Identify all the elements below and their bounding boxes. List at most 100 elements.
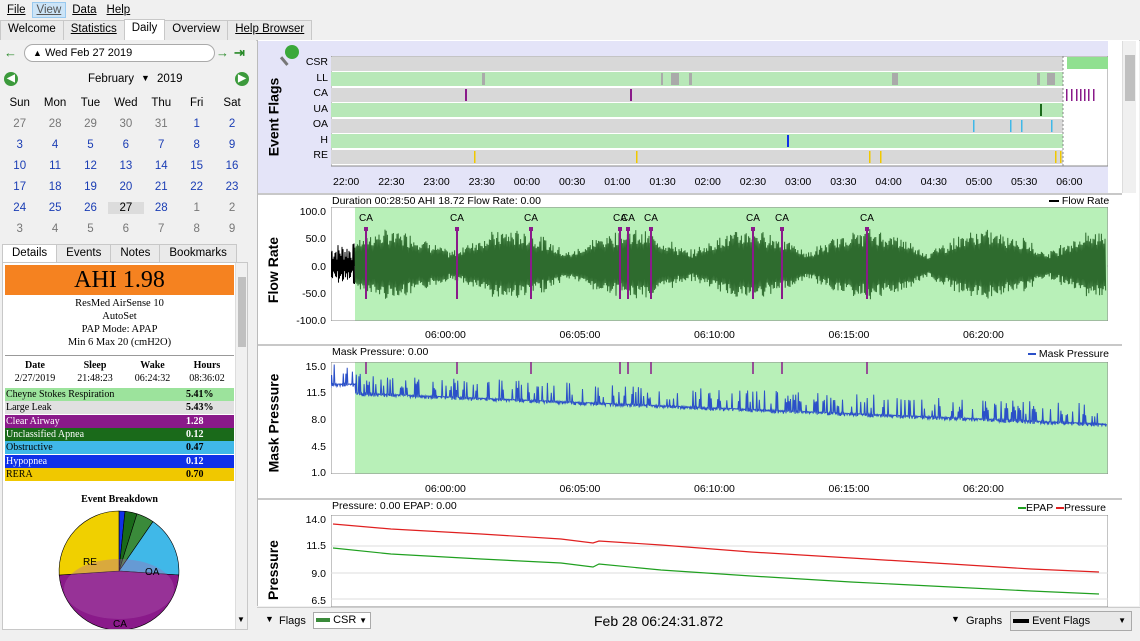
prev-day-icon[interactable]: ← [4,45,17,60]
calendar-day[interactable]: 24 [13,201,27,214]
event-breakdown-pie: RE OA CA [58,510,180,629]
calendar-day[interactable]: 1 [193,201,200,214]
calendar-day[interactable]: 25 [48,201,62,214]
calendar-day[interactable]: 27 [13,117,27,130]
event-index-row[interactable]: Cheyne Stokes Respiration 5.41% [5,388,234,401]
calendar-day[interactable]: 28 [48,117,62,130]
last-day-icon[interactable]: ⇥ [234,45,245,60]
calendar-day[interactable]: 14 [154,159,168,172]
calendar-day[interactable]: 31 [154,117,168,130]
oa-event [1010,120,1012,132]
menu-help[interactable]: Help [106,3,131,16]
event-index-row[interactable]: Hypopnea 0.12 [5,454,234,468]
pressure-chart[interactable] [331,515,1108,607]
tab-help-browser[interactable]: Help Browser [227,20,313,40]
menu-view[interactable]: View [31,1,67,18]
prev-month-icon[interactable]: ◀ [4,72,18,86]
calendar-day[interactable]: 4 [51,138,59,151]
date-picker[interactable]: ▲ Wed Feb 27 2019 [24,44,215,62]
event-index-row[interactable]: Clear Airway 1.28 [5,414,234,428]
graphs-dropdown[interactable]: Event Flags ▼ [1010,611,1132,631]
menu-file[interactable]: File [7,3,26,16]
calendar-day[interactable]: 7 [158,222,165,235]
calendar-day[interactable]: 10 [13,159,27,172]
pin-icon[interactable] [276,42,302,68]
calendar-day[interactable]: 26 [84,201,97,214]
calendar-day[interactable]: 21 [154,180,168,193]
tab-overview[interactable]: Overview [164,20,229,40]
scrollbar-thumb[interactable] [238,277,246,347]
calendar-day[interactable]: 15 [190,159,204,172]
next-month-icon[interactable]: ▶ [235,72,249,86]
calendar-day[interactable]: 8 [193,138,200,151]
calendar-day[interactable]: 18 [48,180,62,193]
calendar-day[interactable]: 30 [119,117,133,130]
calendar-day[interactable]: 20 [119,180,133,193]
flow-xtick: 06:15:00 [828,329,870,341]
row-h [331,134,1063,148]
menu-data[interactable]: Data [72,3,97,16]
ahi-banner: AHI 1.98 [5,265,234,295]
csr-dropdown[interactable]: CSR ▼ [313,612,371,629]
pressure-frame [331,515,1108,607]
next-day-icon[interactable]: → [216,45,229,60]
scroll-down-icon[interactable]: ▼ [237,615,245,624]
calendar-day[interactable]: 17 [13,180,27,193]
flags-dropdown-icon[interactable]: ▼ [265,614,274,624]
calendar-day[interactable]: 6 [122,138,130,151]
calendar-day[interactable]: 13 [119,159,133,172]
calendar-day[interactable]: 2 [228,201,236,214]
tab-statistics[interactable]: Statistics [62,20,125,40]
calendar-day[interactable]: 3 [16,222,23,235]
calendar-day[interactable]: 12 [84,159,97,172]
bottom-bar: ▼ Flags CSR ▼ Feb 28 06:24:31.872 ▼ Grap… [257,607,1140,633]
event-index-row[interactable]: Unclassified Apnea 0.12 [5,427,234,441]
tab-notes[interactable]: Notes [110,244,161,263]
flag-label-re: RE [313,149,328,161]
weekday-wed: Wed [114,96,138,109]
tab-bookmarks[interactable]: Bookmarks [159,244,237,263]
tab-details[interactable]: Details [2,244,58,263]
tab-daily[interactable]: Daily [123,19,166,40]
calendar-day[interactable]: 9 [228,138,236,151]
calendar-day[interactable]: 9 [228,222,236,235]
month-dropdown-icon[interactable]: ▼ [141,73,150,83]
tab-welcome[interactable]: Welcome [0,20,64,40]
cursor-time: Feb 28 06:24:31.872 [594,613,724,629]
calendar-day[interactable]: 28 [154,201,168,214]
mask-pressure-chart[interactable] [331,362,1108,474]
calendar-day[interactable]: 27 [108,201,144,214]
calendar-day[interactable]: 7 [158,138,165,151]
calendar-day[interactable]: 3 [16,138,23,151]
header-sleep: Sleep [83,360,107,371]
flow-ytick: -100.0 [296,315,326,327]
ll-event [892,73,898,85]
calendar-day[interactable]: 29 [84,117,97,130]
calendar-day[interactable]: 6 [122,222,130,235]
event-index-row[interactable]: Large Leak 5.43% [5,401,234,415]
tab-events[interactable]: Events [56,244,112,263]
calendar-year[interactable]: 2019 [157,73,183,85]
calendar-day[interactable]: 11 [49,159,62,172]
calendar-month[interactable]: February [88,73,135,85]
calendar-day[interactable]: 8 [193,222,200,235]
graph-scrollbar-thumb[interactable] [1125,55,1135,101]
pie-label-ca: CA [113,619,127,629]
graphs-dropdown-icon[interactable]: ▼ [951,614,960,624]
flags-button[interactable]: Flags [279,615,306,627]
event-index-row[interactable]: Obstructive 0.47 [5,441,234,455]
graph-scrollbar[interactable] [1122,41,1136,193]
calendar-day[interactable]: 19 [84,180,97,193]
graphs-button[interactable]: Graphs [966,615,1003,627]
calendar-day[interactable]: 23 [225,180,239,193]
calendar-day[interactable]: 16 [225,159,239,172]
calendar-day[interactable]: 2 [228,117,236,130]
calendar-day[interactable]: 5 [87,138,94,151]
event-index-row[interactable]: RERA 0.70 [5,467,234,481]
calendar-day[interactable]: 22 [190,180,204,193]
calendar-day[interactable]: 4 [51,222,59,235]
calendar-day[interactable]: 5 [87,222,94,235]
details-scrollbar[interactable]: ▼ [235,263,247,629]
calendar-day[interactable]: 1 [193,117,200,130]
